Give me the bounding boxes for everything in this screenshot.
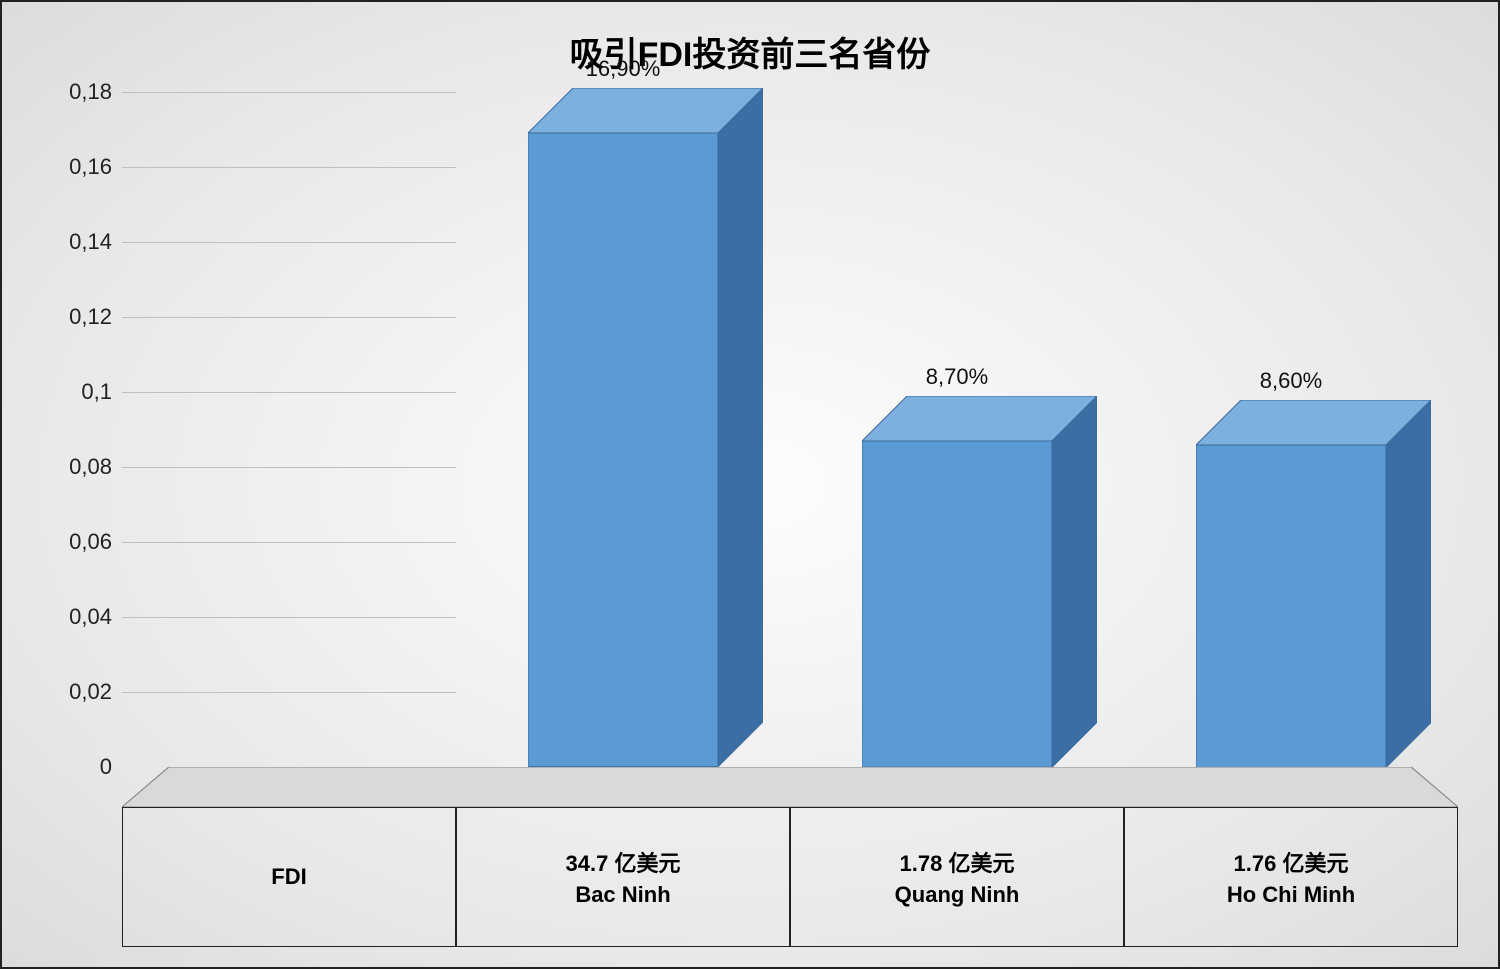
bar-value-label: 8,70%	[857, 364, 1057, 390]
x-category-cell: FDI	[122, 807, 456, 947]
x-category-name: Bac Ninh	[575, 882, 670, 908]
chart-title: 吸引FDI投资前三名省份	[2, 27, 1498, 76]
y-tick: 0,12	[69, 304, 122, 330]
bar	[528, 133, 718, 767]
x-category-cell: 34.7 亿美元 Bac Ninh	[456, 807, 790, 947]
x-category-name: Quang Ninh	[895, 882, 1020, 908]
x-category-amount: 34.7 亿美元	[566, 846, 681, 878]
x-category-amount: 1.76 亿美元	[1234, 846, 1349, 878]
x-category-name: Ho Chi Minh	[1227, 882, 1355, 908]
plot-area: 00,020,040,060,080,10,120,140,160,18 16,…	[122, 92, 1458, 807]
x-category-cell: 1.76 亿美元 Ho Chi Minh	[1124, 807, 1458, 947]
y-tick: 0,18	[69, 79, 122, 105]
x-category-amount: 1.78 亿美元	[900, 846, 1015, 878]
y-tick: 0,08	[69, 454, 122, 480]
y-tick: 0,14	[69, 229, 122, 255]
x-axis: FDI34.7 亿美元Bac Ninh1.78 亿美元Quang Ninh1.7…	[122, 807, 1458, 947]
y-tick: 0	[100, 754, 122, 780]
y-tick: 0,1	[81, 379, 122, 405]
y-tick: 0,16	[69, 154, 122, 180]
x-category-name: FDI	[271, 864, 306, 890]
bar-value-label: 16,90%	[523, 56, 723, 82]
y-tick: 0,06	[69, 529, 122, 555]
bars-container: 16,90%8,70%8,60%	[122, 92, 1458, 767]
x-category-cell: 1.78 亿美元 Quang Ninh	[790, 807, 1124, 947]
y-tick: 0,04	[69, 604, 122, 630]
chart-frame: 吸引FDI投资前三名省份 00,020,040,060,080,10,120,1…	[0, 0, 1500, 969]
bar	[1196, 445, 1386, 768]
bar-value-label: 8,60%	[1191, 368, 1391, 394]
chart-floor-3d	[122, 767, 1458, 807]
y-tick: 0,02	[69, 679, 122, 705]
bar	[862, 441, 1052, 767]
